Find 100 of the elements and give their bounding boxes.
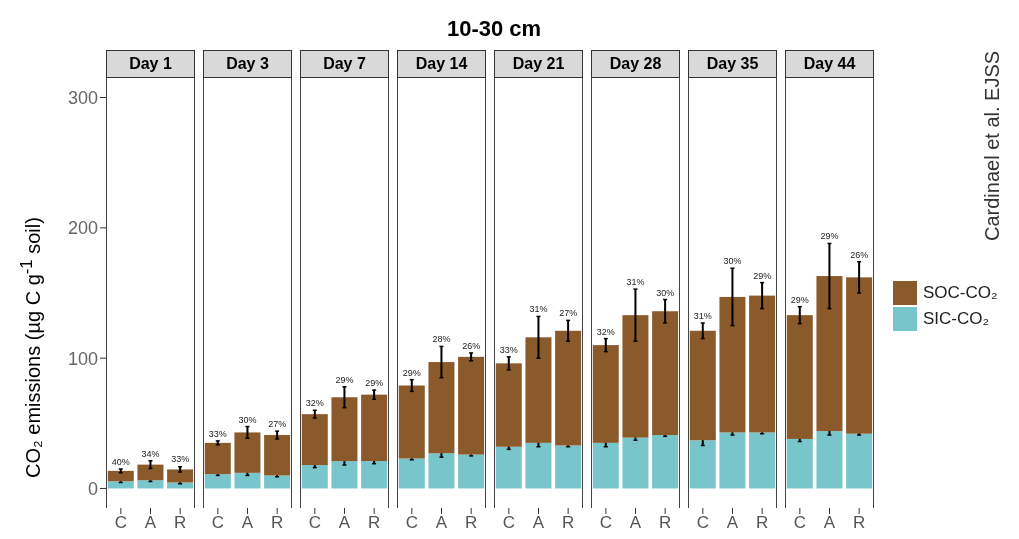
bar <box>234 472 261 489</box>
bar <box>592 442 619 489</box>
bar <box>689 440 716 489</box>
annotation: 31% <box>626 277 645 288</box>
bar <box>846 433 873 489</box>
bar <box>428 453 455 489</box>
bar <box>622 315 649 438</box>
bar <box>167 469 194 483</box>
bar <box>428 362 455 454</box>
annotation: 29% <box>402 367 421 378</box>
bar <box>652 311 679 436</box>
x-tick-label: A <box>241 513 254 533</box>
bar <box>361 394 388 462</box>
annotation: 29% <box>790 294 809 305</box>
bar <box>398 458 425 489</box>
annotation: 31% <box>693 310 712 321</box>
x-tick-label: R <box>271 513 284 533</box>
bar <box>495 363 522 447</box>
bar <box>331 397 358 462</box>
x-tick-label: R <box>853 513 866 533</box>
annotation: 29% <box>335 374 354 385</box>
annotation: 29% <box>365 378 384 389</box>
x-tick-label: R <box>174 513 187 533</box>
text: Cardinael et al. EJSS <box>980 50 1004 241</box>
bar <box>749 432 776 489</box>
x-tick-label: C <box>211 513 224 533</box>
bar <box>555 330 582 446</box>
bar <box>264 475 291 489</box>
text: 10-30 cm <box>445 16 543 42</box>
bar <box>652 435 679 489</box>
y-tick-label: 200 <box>67 218 98 239</box>
x-tick-label: R <box>756 513 769 533</box>
y-tick-label: 0 <box>87 478 98 499</box>
bar <box>592 345 619 443</box>
bar <box>525 442 552 489</box>
bar <box>719 296 746 433</box>
chart-title: Day 1 <box>106 50 195 78</box>
x-tick-label: A <box>338 513 351 533</box>
annotation: 31% <box>529 304 548 315</box>
annotation: 40% <box>111 456 130 467</box>
bar <box>786 315 813 439</box>
chart-title: Day 28 <box>591 50 680 78</box>
chart-title: Day 3 <box>203 50 292 78</box>
annotation: 27% <box>268 419 287 430</box>
y-tick-label: 300 <box>67 87 98 108</box>
chart-title: Day 35 <box>688 50 777 78</box>
bar <box>786 438 813 489</box>
annotation: 29% <box>820 231 839 242</box>
annotation: 26% <box>850 249 869 260</box>
annotation: 26% <box>462 340 481 351</box>
x-tick-label: A <box>532 513 545 533</box>
x-tick-label: C <box>599 513 612 533</box>
bar <box>749 295 776 433</box>
bar <box>719 432 746 489</box>
bar <box>816 276 843 432</box>
annotation: 30% <box>238 414 257 425</box>
chart-title: Day 21 <box>494 50 583 78</box>
bar <box>301 414 328 465</box>
chart-title: Day 14 <box>397 50 486 78</box>
annotation: 29% <box>753 270 772 281</box>
bar <box>137 480 164 489</box>
x-tick-label: A <box>629 513 642 533</box>
bar <box>107 481 134 489</box>
x-tick-label: R <box>368 513 381 533</box>
x-tick-label: C <box>502 513 515 533</box>
bar <box>555 445 582 489</box>
annotation: 33% <box>208 428 227 439</box>
x-tick-label: C <box>696 513 709 533</box>
chart-title: Day 44 <box>785 50 874 78</box>
bar <box>234 432 261 473</box>
bar <box>689 330 716 441</box>
chart-title: Day 7 <box>300 50 389 78</box>
annotation: 27% <box>559 308 578 319</box>
bar <box>204 442 231 475</box>
x-tick-label: C <box>308 513 321 533</box>
annotation: 28% <box>432 334 451 345</box>
x-tick-label: R <box>659 513 672 533</box>
bar <box>264 435 291 476</box>
x-tick-label: R <box>465 513 478 533</box>
x-tick-label: C <box>114 513 127 533</box>
annotation: 34% <box>141 449 160 460</box>
x-tick-label: A <box>823 513 836 533</box>
bar <box>398 385 425 459</box>
bar <box>525 337 552 443</box>
legend-label: SIC-CO₂ <box>923 309 990 329</box>
annotation: 30% <box>656 287 675 298</box>
annotation: 33% <box>171 454 190 465</box>
x-tick-label: C <box>405 513 418 533</box>
x-tick-label: A <box>144 513 157 533</box>
y-tick-label: 100 <box>67 348 98 369</box>
x-tick-label: C <box>793 513 806 533</box>
bar <box>495 446 522 489</box>
bar <box>107 470 134 482</box>
bar <box>301 465 328 489</box>
x-tick-label: A <box>435 513 448 533</box>
bar <box>204 474 231 489</box>
bar <box>622 437 649 489</box>
annotation: 33% <box>499 344 518 355</box>
x-tick-label: R <box>562 513 575 533</box>
bar <box>458 356 485 455</box>
